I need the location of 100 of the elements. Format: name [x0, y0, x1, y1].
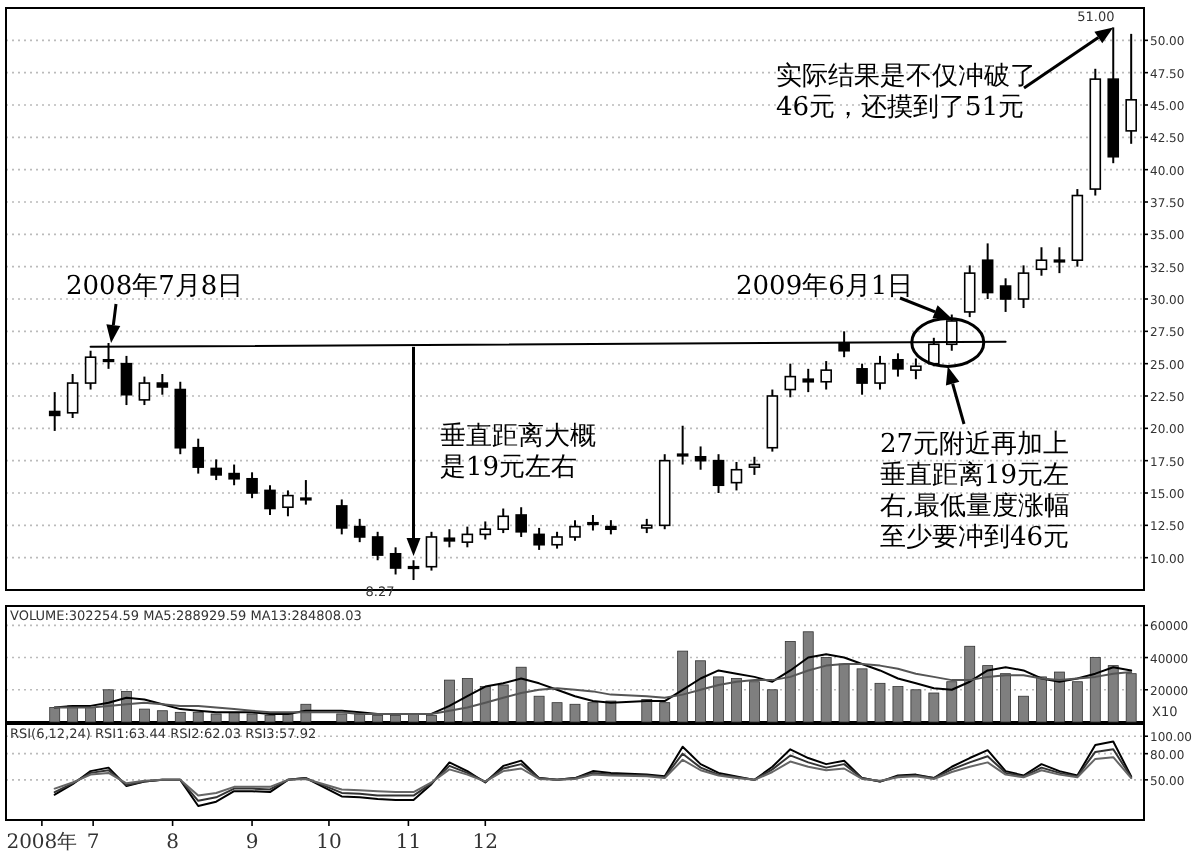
candlestick [138, 375, 151, 407]
candlestick [192, 437, 205, 475]
bar [982, 665, 994, 723]
candlestick [874, 354, 886, 391]
bar [210, 713, 222, 723]
candlestick [533, 526, 545, 551]
bar [426, 715, 437, 723]
line-series [53, 663, 1133, 715]
candlestick [497, 507, 510, 535]
bar [641, 699, 653, 723]
candlestick [210, 458, 222, 482]
bar [264, 715, 276, 723]
candlestick [264, 484, 276, 516]
candlestick [48, 391, 61, 432]
bar [515, 666, 527, 723]
bar [390, 715, 401, 723]
candlestick [981, 242, 994, 300]
bar [946, 681, 958, 723]
line-series [53, 653, 1133, 715]
bar [282, 713, 294, 723]
bar [444, 679, 455, 723]
candlestick [461, 525, 474, 549]
x-tick-label: 10 [316, 832, 342, 854]
bar [246, 713, 258, 723]
bar [892, 686, 904, 723]
bar [605, 700, 617, 723]
candlestick [515, 506, 527, 538]
candlestick [353, 517, 366, 544]
bar [928, 692, 940, 723]
bar [569, 703, 581, 723]
candlestick [784, 362, 797, 399]
candlestick [1035, 246, 1048, 277]
x-tick-label: 12 [472, 832, 499, 854]
bar [372, 715, 384, 723]
candlestick [569, 519, 581, 542]
x-tick-label: 7 [86, 832, 100, 854]
x-tick-label: 8 [166, 832, 179, 854]
line-series [53, 756, 1133, 797]
candlestick [335, 498, 348, 536]
candlestick [479, 520, 492, 541]
bar [964, 645, 976, 723]
candlestick [730, 460, 743, 492]
x-tick-label: 2008年 [6, 830, 78, 854]
bar [1071, 681, 1083, 723]
bar [874, 682, 886, 723]
bar [820, 657, 832, 723]
bar [713, 676, 724, 723]
candlestick [407, 559, 420, 582]
candlestick [66, 373, 79, 419]
bar [1054, 671, 1065, 723]
candlestick [910, 357, 922, 381]
candlestick [282, 489, 294, 518]
annotation: 2009年6月1日 [736, 272, 914, 302]
bar [910, 689, 922, 723]
bar [228, 711, 240, 723]
bar [497, 684, 509, 723]
bar [695, 660, 706, 723]
annotation: 实际结果是不仅冲破了46元，还摸到了51元 [776, 62, 1036, 123]
annotation: 垂直距离大概是19元左右 [440, 420, 596, 483]
candlestick [892, 352, 904, 378]
candlestick [228, 463, 240, 487]
bar [766, 689, 778, 723]
bar [1018, 695, 1029, 723]
bar [192, 711, 204, 723]
bar [731, 678, 742, 723]
bar [1000, 673, 1011, 723]
bar [551, 702, 563, 723]
bar [336, 713, 348, 723]
bar [479, 686, 491, 723]
bar [156, 710, 168, 723]
bar [139, 708, 150, 723]
candlestick [1017, 264, 1030, 310]
bar [1107, 665, 1119, 723]
candlestick [156, 373, 169, 396]
candlestick [120, 354, 133, 407]
candlestick [1053, 246, 1066, 275]
candlestick [748, 455, 761, 476]
bar [1125, 673, 1137, 723]
candlestick [712, 453, 725, 494]
bar [856, 668, 868, 723]
bar [677, 650, 689, 723]
bar [533, 695, 545, 723]
bar [85, 707, 96, 723]
candlestick [694, 445, 707, 471]
x-tick-label: 9 [245, 832, 259, 854]
candlestick [802, 367, 815, 394]
candlestick [443, 528, 456, 549]
bar [659, 702, 671, 723]
candlestick [371, 530, 384, 562]
bar [49, 707, 61, 723]
candlestick [425, 530, 438, 572]
bar [1036, 676, 1047, 723]
candlestick [246, 471, 258, 500]
candlestick [963, 264, 976, 319]
candlestick [999, 277, 1012, 313]
x-tick-label: 11 [395, 832, 422, 854]
candlestick [389, 546, 402, 576]
candlestick [1125, 32, 1137, 145]
candlestick [300, 479, 312, 506]
annotation: 27元附近再加上垂直距离19元左右,最低量度涨幅至少要冲到46元 [880, 430, 1071, 553]
